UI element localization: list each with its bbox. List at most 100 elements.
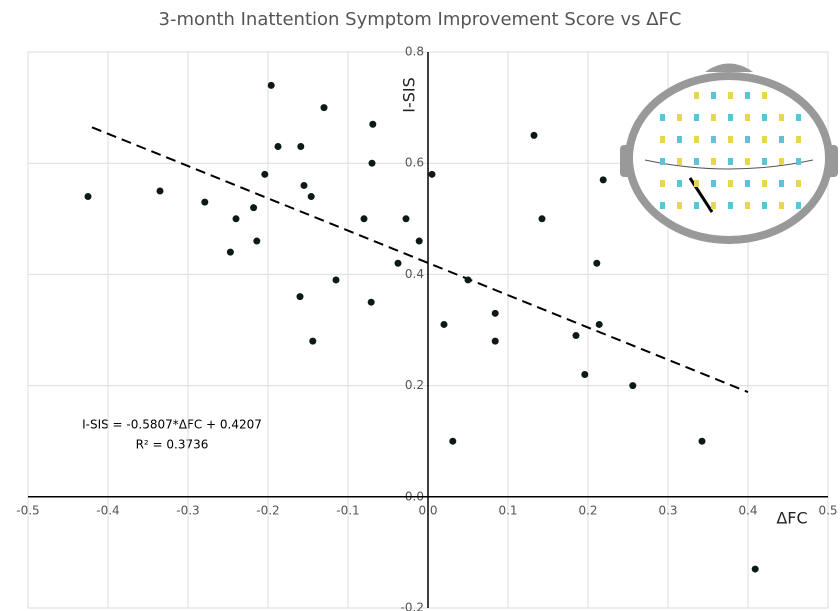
point — [440, 320, 448, 328]
electrode — [711, 136, 716, 143]
electrode — [711, 92, 716, 99]
x-tick-label: 0.2 — [578, 503, 597, 517]
point — [593, 259, 601, 267]
point — [538, 215, 546, 223]
point — [751, 565, 759, 573]
electrode — [677, 158, 682, 165]
head-diagram — [620, 63, 838, 244]
point — [226, 248, 234, 256]
point — [296, 293, 304, 301]
x-tick-label: -0.3 — [176, 503, 199, 517]
electrode — [660, 202, 665, 209]
electrode — [745, 92, 750, 99]
point — [300, 181, 308, 189]
y-tick-label: 0.2 — [405, 378, 424, 392]
electrode — [660, 180, 665, 187]
electrode — [762, 92, 767, 99]
point — [572, 332, 580, 340]
electrode — [796, 180, 801, 187]
nose — [705, 63, 753, 72]
y-axis-label: I-SIS — [400, 77, 419, 113]
r-squared: R² = 0.3736 — [136, 438, 209, 452]
electrode — [796, 114, 801, 121]
point — [332, 276, 340, 284]
electrode — [796, 158, 801, 165]
point — [320, 104, 328, 112]
electrode — [711, 180, 716, 187]
y-tick-label: 0.8 — [405, 45, 424, 59]
electrode — [796, 202, 801, 209]
electrode — [677, 114, 682, 121]
point — [368, 159, 376, 167]
point — [267, 81, 275, 89]
point — [309, 337, 317, 345]
electrode — [728, 158, 733, 165]
electrode — [762, 136, 767, 143]
electrode — [711, 114, 716, 121]
point — [698, 437, 706, 445]
electrode — [677, 202, 682, 209]
trendline — [91, 126, 749, 393]
electrode — [762, 180, 767, 187]
electrode — [711, 202, 716, 209]
equation: I-SIS = -0.5807*ΔFC + 0.4207 — [82, 418, 262, 432]
x-tick-label: 0.4 — [738, 503, 757, 517]
point — [84, 193, 92, 201]
electrode — [779, 114, 784, 121]
x-axis-label: ΔFC — [776, 509, 807, 528]
electrode — [728, 114, 733, 121]
point — [156, 187, 164, 195]
point — [599, 176, 607, 184]
electrode — [728, 202, 733, 209]
electrode — [694, 136, 699, 143]
electrode — [677, 136, 682, 143]
point — [530, 131, 538, 139]
point — [629, 382, 637, 390]
electrode — [779, 158, 784, 165]
y-tick-label: 0.4 — [405, 267, 424, 281]
electrode — [694, 202, 699, 209]
y-tick-label: 0.6 — [405, 156, 424, 170]
electrode — [728, 136, 733, 143]
point — [369, 120, 377, 128]
electrode — [762, 114, 767, 121]
electrode — [762, 202, 767, 209]
point — [360, 215, 368, 223]
point — [394, 259, 402, 267]
point — [274, 143, 282, 151]
arrow — [688, 177, 714, 213]
point — [491, 309, 499, 317]
x-tick-label: 0.1 — [498, 503, 517, 517]
point — [464, 276, 472, 284]
point — [232, 215, 240, 223]
x-tick-label: -0.2 — [256, 503, 279, 517]
electrode — [796, 136, 801, 143]
point — [595, 320, 603, 328]
electrode — [694, 92, 699, 99]
electrode — [660, 114, 665, 121]
point — [415, 237, 423, 245]
electrode — [745, 180, 750, 187]
x-tick-label: -0.5 — [16, 503, 39, 517]
electrode — [779, 136, 784, 143]
x-tick-label: 0.3 — [658, 503, 677, 517]
electrode — [762, 158, 767, 165]
point — [297, 143, 305, 151]
x-tick-label: 0.5 — [818, 503, 837, 517]
chart-title: 3-month Inattention Symptom Improvement … — [159, 9, 682, 30]
electrode — [779, 202, 784, 209]
point — [402, 215, 410, 223]
electrode — [694, 180, 699, 187]
electrode — [677, 180, 682, 187]
electrode — [745, 158, 750, 165]
x-tick-label: -0.1 — [336, 503, 359, 517]
y-tick-label: -0.2 — [401, 601, 424, 611]
point — [250, 204, 258, 212]
electrode — [745, 202, 750, 209]
point — [428, 170, 436, 178]
electrode — [711, 158, 716, 165]
point — [367, 298, 375, 306]
point — [253, 237, 261, 245]
point — [261, 170, 269, 178]
